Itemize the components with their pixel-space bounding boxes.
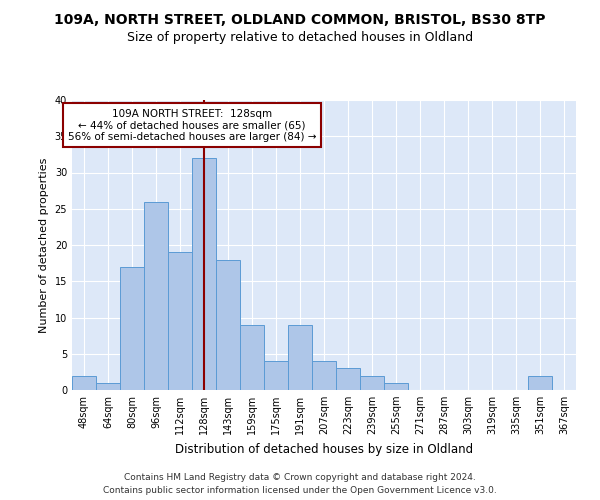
Bar [216, 260, 240, 390]
Bar [288, 325, 312, 390]
Bar [528, 376, 552, 390]
Bar [384, 383, 408, 390]
X-axis label: Distribution of detached houses by size in Oldland: Distribution of detached houses by size … [175, 442, 473, 456]
Text: 109A NORTH STREET:  128sqm
← 44% of detached houses are smaller (65)
56% of semi: 109A NORTH STREET: 128sqm ← 44% of detac… [68, 108, 316, 142]
Bar [168, 252, 192, 390]
Text: Size of property relative to detached houses in Oldland: Size of property relative to detached ho… [127, 31, 473, 44]
Bar [264, 361, 288, 390]
Bar [336, 368, 360, 390]
Bar [96, 383, 120, 390]
Y-axis label: Number of detached properties: Number of detached properties [39, 158, 49, 332]
Text: 109A, NORTH STREET, OLDLAND COMMON, BRISTOL, BS30 8TP: 109A, NORTH STREET, OLDLAND COMMON, BRIS… [54, 12, 546, 26]
Text: Contains public sector information licensed under the Open Government Licence v3: Contains public sector information licen… [103, 486, 497, 495]
Bar [360, 376, 384, 390]
Bar [240, 325, 264, 390]
Bar [192, 158, 216, 390]
Bar [120, 267, 144, 390]
Bar [144, 202, 168, 390]
Bar [312, 361, 336, 390]
Bar [72, 376, 96, 390]
Text: Contains HM Land Registry data © Crown copyright and database right 2024.: Contains HM Land Registry data © Crown c… [124, 474, 476, 482]
